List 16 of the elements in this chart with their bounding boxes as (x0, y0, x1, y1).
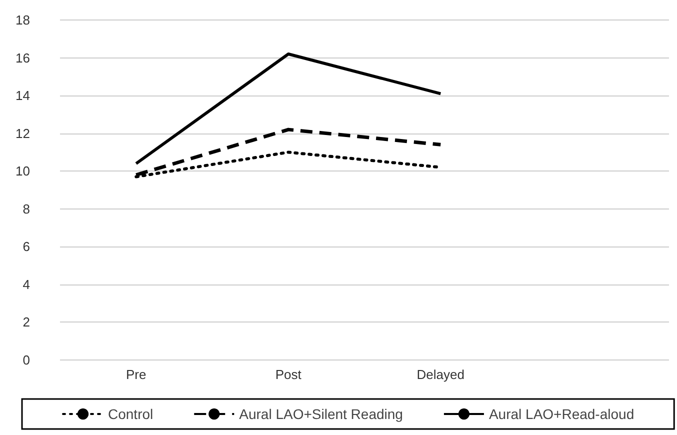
legend-label: Aural LAO+Silent Reading (239, 406, 403, 422)
y-tick-label: 10 (16, 164, 30, 179)
y-tick-label: 14 (16, 88, 30, 104)
legend-label: Aural LAO+Read-aloud (488, 406, 634, 422)
x-tick-label: Delayed (416, 367, 464, 382)
y-tick-label: 8 (22, 201, 30, 216)
y-tick-label: 6 (22, 239, 30, 254)
x-tick-label: Pre (126, 367, 146, 382)
legend-label: Control (108, 406, 154, 422)
y-tick-label: 12 (16, 126, 30, 141)
y-tick-label: 16 (16, 50, 30, 66)
y-tick-label: 4 (22, 276, 30, 292)
y-tick-label: 0 (22, 352, 30, 368)
x-tick-label: Post (275, 367, 302, 382)
y-tick-label: 18 (16, 12, 30, 28)
y-tick-label: 2 (22, 314, 30, 330)
